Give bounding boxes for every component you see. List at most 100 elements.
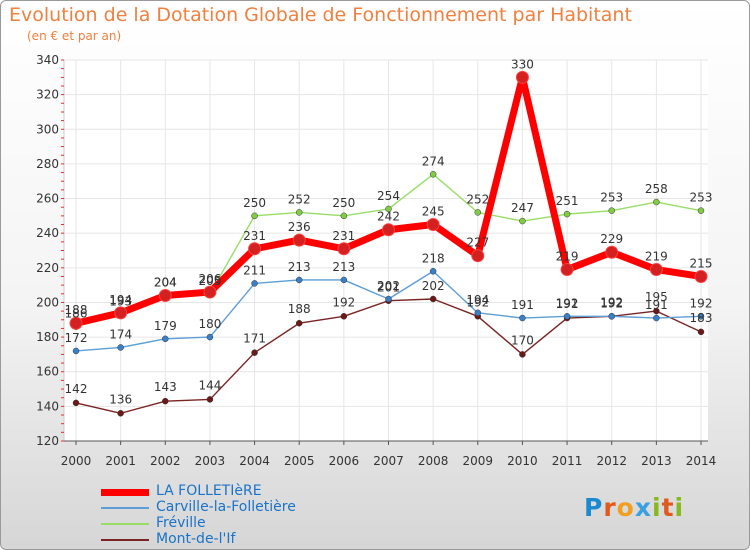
data-label: 170 <box>511 333 534 347</box>
data-label: 192 <box>466 295 489 309</box>
data-point <box>474 209 482 216</box>
legend-label: Mont-de-l'If <box>156 531 236 547</box>
data-label: 252 <box>288 192 311 206</box>
data-label: 192 <box>600 296 623 310</box>
data-label: 193 <box>109 295 132 309</box>
x-tick-label: 2012 <box>596 454 627 468</box>
data-label: 174 <box>109 327 132 341</box>
data-point <box>251 349 258 356</box>
data-point <box>563 210 571 218</box>
legend-swatch <box>101 523 149 525</box>
x-tick-label: 2013 <box>641 454 672 468</box>
data-label: 202 <box>422 279 445 293</box>
x-tick-label: 2014 <box>686 454 717 468</box>
data-point <box>337 242 351 256</box>
data-label: 206 <box>198 272 221 286</box>
data-point <box>385 205 392 213</box>
data-point <box>515 70 529 84</box>
data-point <box>519 351 526 358</box>
data-label: 229 <box>600 232 623 246</box>
legend-label: Fréville <box>156 515 206 531</box>
data-label: 192 <box>690 296 713 310</box>
data-point <box>649 263 663 277</box>
data-label: 231 <box>332 229 355 243</box>
data-point <box>608 207 615 214</box>
data-point <box>382 223 395 237</box>
legend-item-carville: Carville-la-Folletière <box>101 499 381 516</box>
data-label: 201 <box>377 281 400 295</box>
chart-subtitle: (en € et par an) <box>27 29 122 43</box>
data-label: 242 <box>377 210 400 224</box>
x-tick-label: 2004 <box>239 454 270 468</box>
data-label: 179 <box>154 319 177 333</box>
data-point <box>653 198 660 206</box>
y-tick-label: 180 <box>36 330 59 344</box>
data-point <box>295 209 303 216</box>
data-label: 194 <box>109 293 132 307</box>
chart-title: Evolution de la Dotation Globale de Fonc… <box>9 4 632 26</box>
data-label: 143 <box>154 380 177 394</box>
data-label: 186 <box>65 307 88 321</box>
data-label: 219 <box>645 250 668 264</box>
data-label: 253 <box>690 191 713 205</box>
data-label: 172 <box>65 331 88 345</box>
data-point <box>162 397 169 405</box>
legend-swatch <box>101 539 149 541</box>
data-point <box>117 344 124 351</box>
legend: LA FOLLETIèRE Carville-la-Folletière Fré… <box>101 483 381 548</box>
data-label: 258 <box>645 182 668 196</box>
data-point <box>251 212 258 220</box>
data-point <box>340 313 348 320</box>
data-point <box>162 335 169 343</box>
data-point <box>697 328 705 336</box>
data-label: 191 <box>511 298 534 312</box>
data-label: 330 <box>511 57 534 71</box>
y-tick-label: 320 <box>36 88 59 102</box>
x-tick-label: 2010 <box>507 454 538 468</box>
data-label: 188 <box>65 303 88 317</box>
data-label: 231 <box>243 229 266 243</box>
data-label: 142 <box>65 382 88 396</box>
x-tick-label: 2001 <box>105 454 136 468</box>
legend-item-freville: Fréville <box>101 515 381 532</box>
data-point <box>697 207 705 214</box>
data-point <box>608 313 615 320</box>
data-point <box>69 316 83 330</box>
data-point <box>251 280 258 287</box>
x-tick-label: 2000 <box>61 454 92 468</box>
data-point <box>206 333 214 341</box>
y-tick-label: 260 <box>36 192 59 206</box>
data-point <box>248 242 262 256</box>
data-label: 191 <box>556 297 579 311</box>
y-tick-label: 160 <box>36 365 59 379</box>
data-point <box>203 285 217 299</box>
data-label: 215 <box>690 256 713 270</box>
data-point <box>114 306 128 320</box>
data-label: 192 <box>556 296 579 310</box>
data-label: 144 <box>198 378 221 392</box>
data-point <box>429 171 437 178</box>
legend-swatch <box>101 507 149 509</box>
x-tick-label: 2006 <box>329 454 360 468</box>
data-point <box>72 399 80 407</box>
data-point <box>292 233 306 247</box>
data-point <box>519 217 526 225</box>
x-tick-label: 2005 <box>284 454 315 468</box>
data-point <box>72 347 80 355</box>
legend-label: Carville-la-Folletière <box>156 499 296 515</box>
data-label: 211 <box>243 263 266 277</box>
x-tick-label: 2011 <box>552 454 583 468</box>
data-point <box>158 289 172 303</box>
data-label: 247 <box>511 201 534 215</box>
data-label: 251 <box>556 194 579 208</box>
data-label: 253 <box>600 191 623 205</box>
data-point <box>560 263 574 277</box>
proxiti-logo: Proxiti <box>584 493 685 522</box>
data-point <box>426 218 440 232</box>
x-tick-label: 2008 <box>418 454 449 468</box>
data-label: 254 <box>377 189 400 203</box>
data-label: 194 <box>466 293 489 307</box>
data-label: 180 <box>198 317 221 331</box>
